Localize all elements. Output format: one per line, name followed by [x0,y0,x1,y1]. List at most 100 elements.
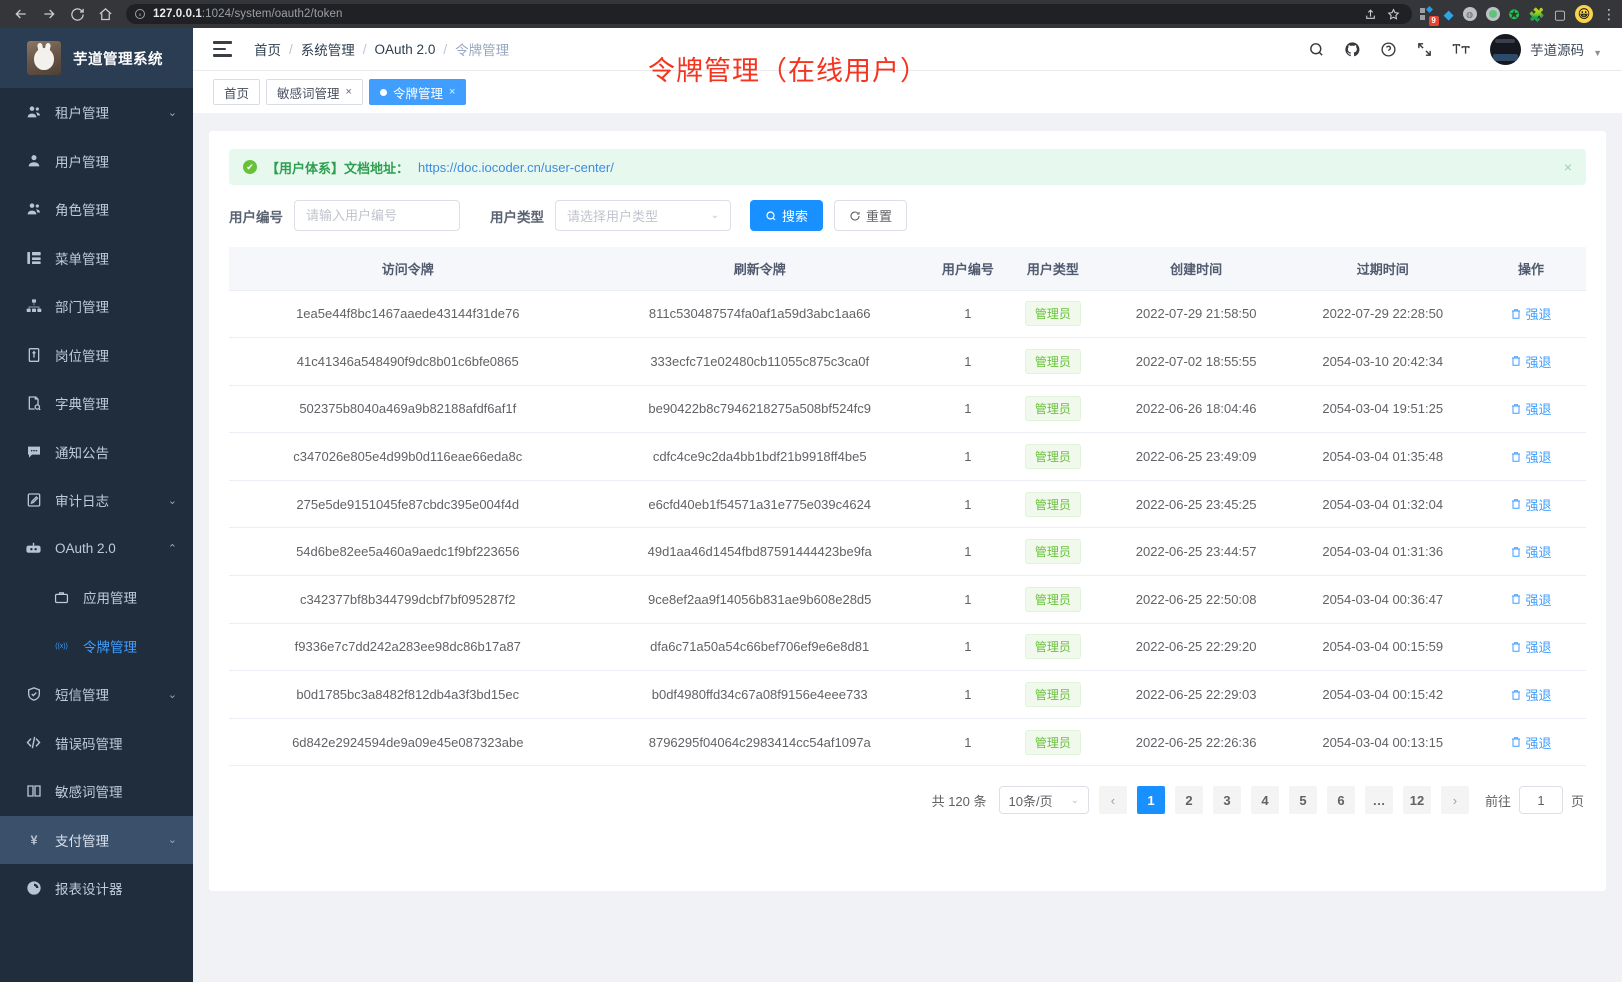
sidebar-item-部门管理[interactable]: 部门管理 [0,282,193,331]
force-logout-button[interactable]: 强退 [1510,447,1552,466]
sidebar-subitem-令牌管理[interactable]: ((x)) 令牌管理 [0,622,193,671]
site-info-icon[interactable] [134,8,146,20]
topbar: 首页 / 系统管理 / OAuth 2.0 / 令牌管理 [193,28,1622,70]
reload-icon[interactable] [64,1,90,27]
cell-created-at: 2022-06-25 22:50:08 [1102,575,1290,624]
pagination-page[interactable]: 4 [1250,786,1279,815]
yuan-icon: ¥ [25,832,42,848]
goto-input[interactable]: 1 [1518,786,1563,815]
collapse-sidebar-icon[interactable] [213,41,232,57]
sidebar-item-审计日志[interactable]: 审计日志 ⌄ [0,476,193,525]
home-icon[interactable] [92,1,118,27]
sidebar-item-报表设计器[interactable]: 报表设计器 [0,864,193,913]
user-type-label: 用户类型 [490,209,544,225]
pagination-page[interactable]: 12 [1402,786,1431,815]
github-icon[interactable] [1344,41,1361,58]
breadcrumb-item[interactable]: 令牌管理 [455,43,510,58]
sidebar-item-菜单管理[interactable]: 菜单管理 [0,234,193,283]
fullscreen-icon[interactable] [1416,41,1433,58]
green-dot-icon[interactable] [1485,7,1500,21]
sidebar-item-通知公告[interactable]: 通知公告 [0,428,193,477]
force-logout-button[interactable]: 强退 [1510,542,1552,561]
force-logout-button[interactable]: 强退 [1510,685,1552,704]
view-tab-label: 首页 [224,86,250,101]
sidebar-item-label: 审计日志 [55,494,109,510]
alert-link[interactable]: https://doc.iocoder.cn/user-center/ [418,159,614,175]
diamond-icon[interactable]: ◆ [1443,6,1454,22]
view-tab-敏感词管理[interactable]: 敏感词管理 × [266,79,363,105]
force-logout-button[interactable]: 强退 [1510,399,1552,418]
globe-icon[interactable]: ◍ [1462,7,1477,21]
user-type-select[interactable]: 请选择用户类型 ⌄ [555,200,731,231]
star-extension-icon[interactable]: ✪ [1508,6,1520,22]
extension-badge-icon[interactable]: 9 [1419,5,1439,26]
star-icon[interactable] [1387,7,1400,21]
cell-expires-at: 2022-07-29 22:28:50 [1289,290,1476,339]
force-logout-button[interactable]: 强退 [1510,304,1552,323]
user-type-placeholder: 请选择用户类型 [567,209,659,224]
pagination-prev-button[interactable]: ‹ [1098,786,1127,815]
cell-actions: 强退 [1476,480,1586,529]
sidebar-item-敏感词管理[interactable]: 敏感词管理 [0,767,193,816]
table-row: b0d1785bc3a8482f812db4a3f3bd15ec b0df4980… [229,670,1586,719]
pagination-page[interactable]: … [1364,786,1393,815]
sidebar-item-用户管理[interactable]: 用户管理 [0,137,193,186]
page-size-select[interactable]: 10条/页 ⌄ [998,786,1089,815]
forward-arrow-icon[interactable] [36,1,62,27]
breadcrumb-item[interactable]: 系统管理 [300,43,355,58]
search-icon[interactable] [1308,41,1325,58]
cell-access-token: c342377bf8b344799dcbf7bf095287f2 [229,575,587,624]
pagination-page[interactable]: 2 [1174,786,1203,815]
share-icon[interactable] [1364,8,1377,21]
pagination-page[interactable]: 1 [1136,786,1165,815]
close-icon[interactable]: × [1563,159,1572,175]
sidebar-item-错误码管理[interactable]: 错误码管理 [0,719,193,768]
logo-rabbit-icon [27,41,61,75]
force-logout-button[interactable]: 强退 [1510,495,1552,514]
sidepanel-icon[interactable]: ▢ [1553,6,1566,22]
breadcrumb-item[interactable]: 首页 [254,43,281,58]
search-button[interactable]: 搜索 [750,200,824,231]
sidebar-subitem-应用管理[interactable]: 应用管理 [0,573,193,622]
sidebar-item-OAuth 2.0[interactable]: OAuth 2.0 ⌃ [0,525,193,574]
user-id-input[interactable] [294,200,460,231]
user-menu[interactable]: 芋道源码 ▼ [1490,33,1602,65]
reset-button[interactable]: 重置 [834,200,908,231]
force-logout-button[interactable]: 强退 [1510,637,1552,656]
status-badge: 管理员 [1024,539,1081,565]
sidebar-item-支付管理[interactable]: ¥ 支付管理 ⌄ [0,815,193,864]
address-bar[interactable]: 127.0.0.1:1024/system/oauth2/token [126,4,1412,24]
help-icon[interactable] [1380,41,1397,58]
column-header: 创建时间 [1102,247,1290,291]
profile-avatar-icon[interactable]: 😀 [1575,5,1593,23]
search-icon [766,210,776,220]
breadcrumb-item[interactable]: OAuth 2.0 [374,41,436,57]
force-logout-button[interactable]: 强退 [1510,590,1552,609]
pagination-next-button[interactable]: › [1440,786,1469,815]
sidebar-item-短信管理[interactable]: 短信管理 ⌄ [0,670,193,719]
close-icon[interactable]: × [345,86,352,98]
pagination-page[interactable]: 3 [1212,786,1241,815]
pagination-page[interactable]: 6 [1326,786,1355,815]
sidebar-item-租户管理[interactable]: 租户管理 ⌄ [0,88,193,137]
kebab-menu-icon[interactable]: ⋮ [1602,6,1616,22]
sidebar-logo[interactable]: 芋道管理系统 [0,28,193,88]
sidebar-item-岗位管理[interactable]: 岗位管理 [0,331,193,380]
font-size-icon[interactable] [1452,41,1471,58]
cell-actions: 强退 [1476,290,1586,339]
puzzle-icon[interactable]: 🧩 [1528,6,1545,22]
user-name: 芋道源码 [1530,43,1585,58]
pagination-page[interactable]: 5 [1288,786,1317,815]
sidebar-item-角色管理[interactable]: 角色管理 [0,185,193,234]
force-logout-button[interactable]: 强退 [1510,733,1552,752]
force-logout-label: 强退 [1525,307,1552,323]
close-icon[interactable]: × [448,86,456,98]
status-badge: 管理员 [1024,634,1081,660]
view-tab-令牌管理[interactable]: 令牌管理 × [368,79,467,105]
view-tab-首页[interactable]: 首页 [213,79,261,105]
sidebar-item-字典管理[interactable]: 字典管理 [0,379,193,428]
force-logout-button[interactable]: 强退 [1510,352,1552,371]
briefcase-icon [53,590,70,605]
cell-access-token: 502375b8040a469a9b82188afdf6af1f [229,385,587,434]
back-arrow-icon[interactable] [8,1,34,27]
